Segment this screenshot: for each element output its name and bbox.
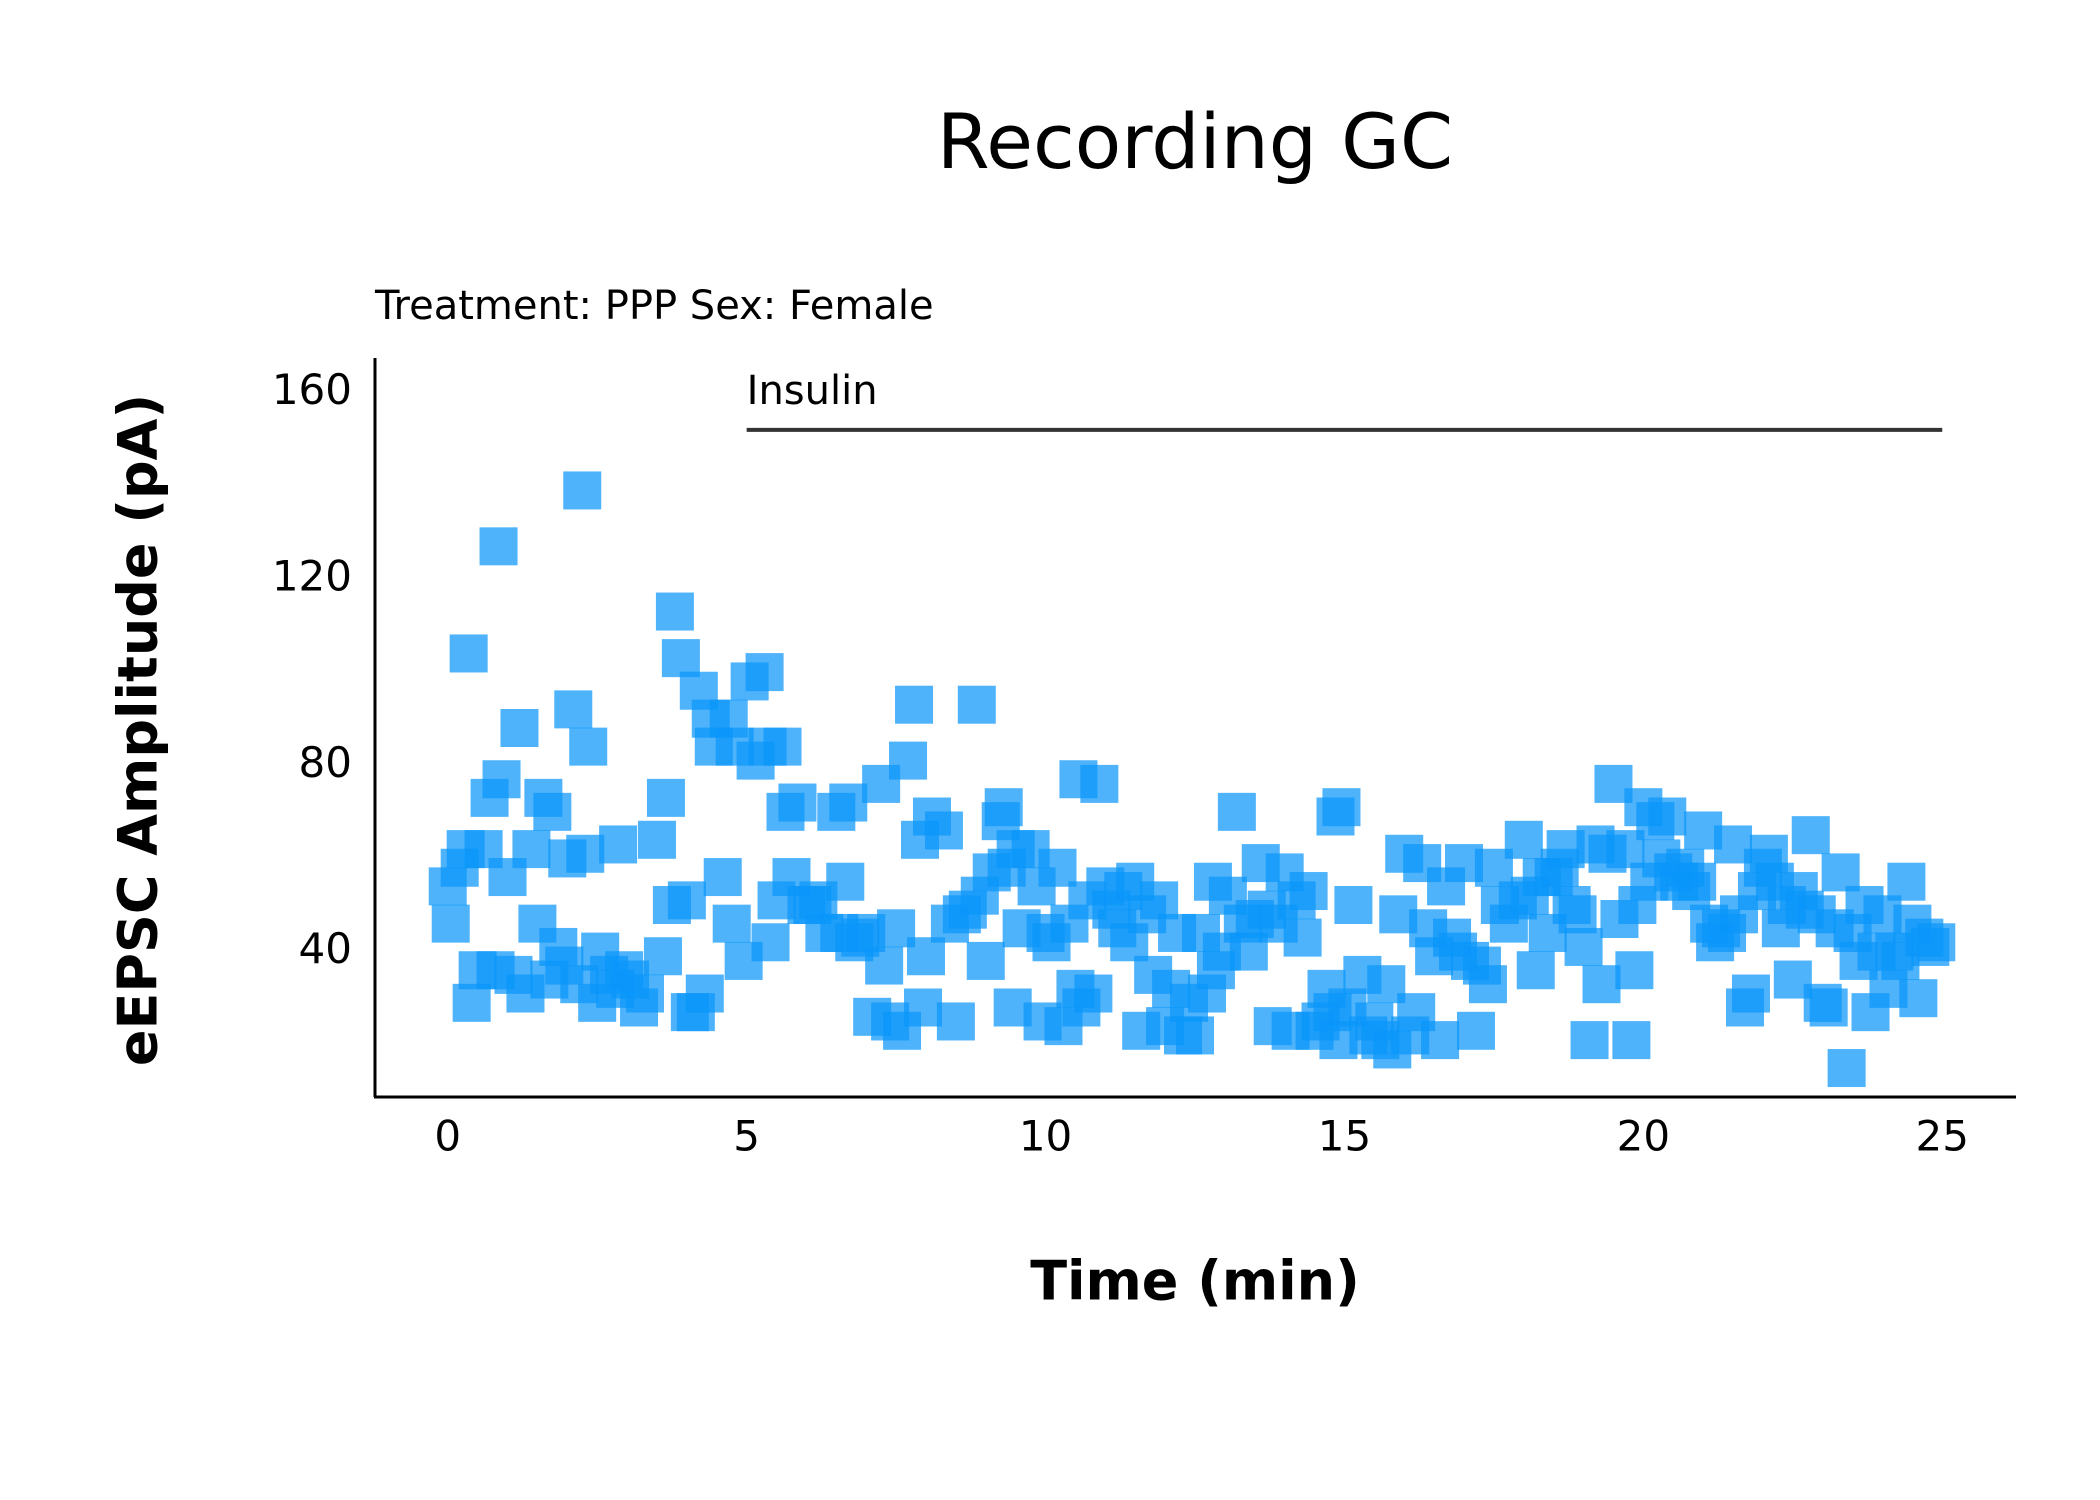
data-point (1582, 965, 1621, 1004)
x-axis-label: Time (min) (1030, 1250, 1360, 1313)
data-point (1827, 1049, 1866, 1088)
x-tick-label: 25 (1916, 1112, 1969, 1161)
data-point (563, 471, 602, 510)
data-point (906, 937, 945, 976)
data-point (903, 988, 942, 1027)
data-point (1516, 951, 1555, 990)
annotation-label: Insulin (747, 368, 878, 414)
y-tick-label: 40 (299, 924, 352, 973)
x-tick-label: 5 (733, 1112, 760, 1161)
data-point (655, 592, 694, 631)
data-point (1038, 848, 1077, 887)
data-point (569, 727, 608, 766)
data-point (924, 811, 963, 850)
data-point (661, 639, 700, 678)
data-point (984, 788, 1023, 827)
data-point (745, 653, 784, 692)
data-point (763, 727, 802, 766)
data-point (712, 904, 751, 943)
data-point (482, 760, 521, 799)
data-point (1615, 951, 1654, 990)
data-point (1731, 974, 1770, 1013)
data-point (1217, 792, 1256, 831)
data-point (936, 1002, 975, 1041)
y-tick-label: 80 (299, 738, 352, 787)
data-point (1570, 1021, 1609, 1060)
data-point (1176, 1016, 1214, 1055)
data-point (895, 685, 934, 724)
data-point (1564, 927, 1603, 966)
y-tick-label: 120 (272, 551, 352, 600)
data-point (1648, 797, 1687, 836)
y-tick-label: 160 (272, 365, 352, 414)
data-point (1334, 886, 1373, 925)
data-point (889, 741, 928, 780)
data-point (566, 834, 605, 873)
data-point (1821, 853, 1860, 892)
data-point (431, 904, 470, 943)
data-point (1074, 974, 1113, 1013)
data-point (1289, 872, 1328, 911)
data-point (512, 830, 551, 869)
data-point (667, 881, 706, 920)
data-point (554, 690, 593, 729)
data-point (1080, 764, 1119, 803)
chart-title: Recording GC (937, 97, 1453, 186)
data-point (449, 634, 488, 673)
x-tick-label: 15 (1318, 1112, 1371, 1161)
x-tick-label: 0 (434, 1112, 461, 1161)
data-point (599, 825, 638, 864)
data-point (1421, 1021, 1460, 1060)
data-point (829, 783, 868, 822)
data-point (1899, 979, 1938, 1018)
data-point (1558, 895, 1597, 934)
data-point (1504, 820, 1543, 859)
data-point (826, 862, 865, 901)
data-point (533, 792, 572, 831)
data-point (646, 778, 685, 817)
data-point (865, 946, 904, 985)
data-point (643, 937, 682, 976)
data-point (1791, 816, 1830, 855)
x-tick-label: 10 (1019, 1112, 1072, 1161)
y-axis-label: eEPSC Amplitude (pA) (107, 394, 170, 1066)
data-point (1612, 1021, 1651, 1060)
data-point (1809, 988, 1848, 1027)
data-point (703, 858, 742, 897)
data-point (1917, 923, 1956, 962)
data-point (626, 974, 665, 1013)
data-point (685, 974, 724, 1013)
data-point (1468, 965, 1507, 1004)
data-point (778, 783, 817, 822)
data-point (957, 685, 996, 724)
data-point (966, 941, 1005, 980)
data-point (1887, 862, 1926, 901)
data-point (479, 527, 518, 566)
data-point (1322, 788, 1361, 827)
data-point (637, 820, 676, 859)
data-point (1140, 881, 1179, 920)
data-point (500, 709, 539, 747)
data-point (751, 923, 790, 962)
data-point (1283, 918, 1322, 957)
data-point (1456, 1011, 1495, 1050)
chart-subtitle: Treatment: PPP Sex: Female (374, 283, 934, 329)
data-point (452, 983, 491, 1022)
x-tick-label: 20 (1617, 1112, 1670, 1161)
data-point (1678, 862, 1717, 901)
